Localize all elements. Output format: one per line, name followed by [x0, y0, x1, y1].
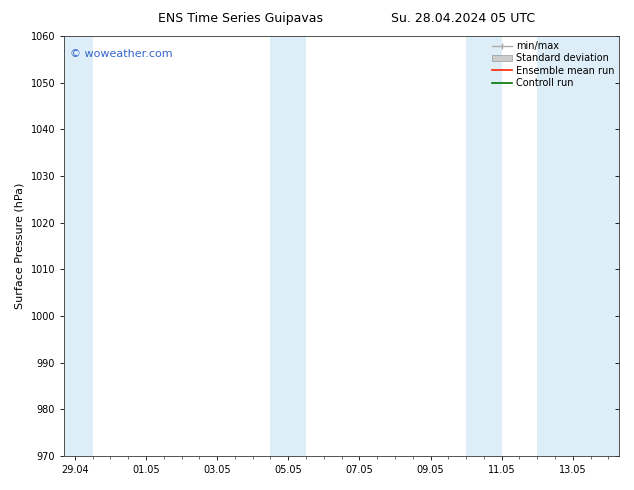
- Text: © woweather.com: © woweather.com: [70, 49, 172, 59]
- Bar: [271, 36, 306, 456]
- Bar: [537, 36, 619, 456]
- Y-axis label: Surface Pressure (hPa): Surface Pressure (hPa): [15, 183, 25, 309]
- Text: Su. 28.04.2024 05 UTC: Su. 28.04.2024 05 UTC: [391, 12, 535, 25]
- Text: ENS Time Series Guipavas: ENS Time Series Guipavas: [158, 12, 323, 25]
- Bar: [64, 36, 93, 456]
- Bar: [466, 36, 501, 456]
- Legend: min/max, Standard deviation, Ensemble mean run, Controll run: min/max, Standard deviation, Ensemble me…: [493, 41, 614, 88]
